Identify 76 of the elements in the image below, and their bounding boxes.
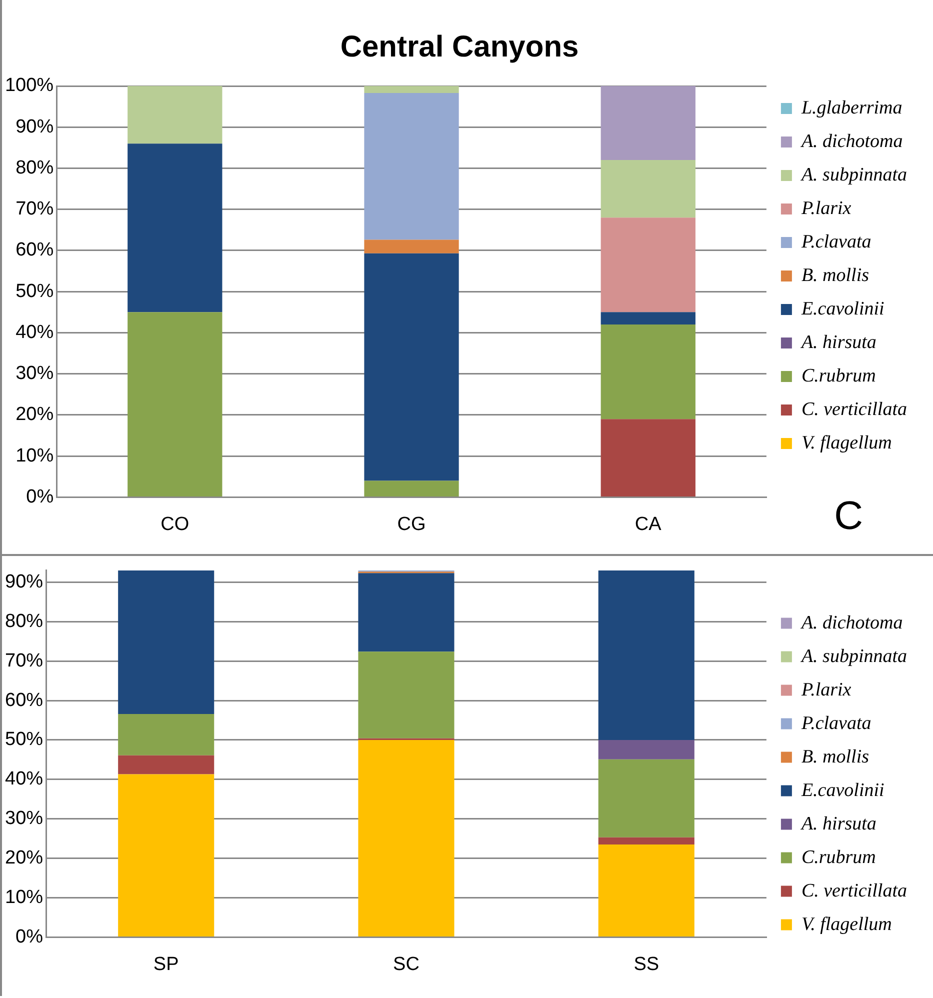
y-tick-label: 100% xyxy=(4,75,54,96)
y-tick-label: 80% xyxy=(4,610,44,632)
y-tick-label: 30% xyxy=(4,808,44,830)
bar xyxy=(364,253,459,481)
bar xyxy=(364,86,459,93)
bar xyxy=(128,144,222,312)
y-tick-label: 30% xyxy=(16,363,54,384)
bar xyxy=(600,324,696,420)
y-tick-label: 80% xyxy=(16,157,54,178)
legend-label: V. flagellum xyxy=(801,432,892,454)
bar xyxy=(358,573,454,652)
y-tick-label: 10% xyxy=(4,886,44,908)
legend-label: V. flagellum xyxy=(801,914,892,935)
bar xyxy=(118,774,214,936)
bar xyxy=(358,740,454,936)
legend-label: B. mollis xyxy=(801,746,870,768)
bar xyxy=(358,652,454,738)
y-tick-label: 70% xyxy=(16,198,54,220)
legend-label: E.cavolinii xyxy=(800,780,884,801)
chart-title: Central Canyons xyxy=(340,30,579,64)
bar xyxy=(118,755,214,774)
legend-label: C.rubrum xyxy=(801,366,876,386)
y-tick-label: 40% xyxy=(4,768,44,790)
bar xyxy=(600,312,696,324)
legend-label: B. mollis xyxy=(801,265,870,286)
bar xyxy=(598,844,694,936)
y-tick-label: 10% xyxy=(16,445,54,466)
bar xyxy=(600,160,696,218)
legend-label: P.larix xyxy=(800,198,852,219)
y-tick-label: 20% xyxy=(4,848,44,869)
y-tick-label: 50% xyxy=(16,280,54,302)
legend-label: A. dichotoma xyxy=(799,131,903,152)
bar xyxy=(364,480,459,496)
bar xyxy=(598,759,694,838)
x-tick-label: CG xyxy=(397,514,426,535)
x-tick-label: SP xyxy=(153,954,179,975)
bar xyxy=(364,240,459,254)
y-tick-label: 0% xyxy=(26,486,54,508)
x-tick-label: SC xyxy=(393,954,420,975)
legend-label: A. subpinnata xyxy=(799,164,908,186)
y-tick-label: 90% xyxy=(4,571,44,592)
y-tick-label: 90% xyxy=(16,116,54,138)
bar xyxy=(600,419,696,496)
legend-label: P.larix xyxy=(800,679,852,700)
legend-label: L.glaberrima xyxy=(800,98,902,118)
bar xyxy=(600,86,696,160)
y-tick-label: 50% xyxy=(4,729,44,750)
legend-label: E.cavolinii xyxy=(800,298,884,320)
bar xyxy=(118,714,214,756)
y-tick-label: 40% xyxy=(16,322,54,343)
legend-label: C. verticillata xyxy=(801,880,907,902)
bar xyxy=(598,570,694,740)
legend-label: C. verticillata xyxy=(801,399,907,420)
legend-label: P.clavata xyxy=(800,232,872,252)
legend-label: A. hirsuta xyxy=(799,813,876,834)
legend-label: A. subpinnata xyxy=(799,646,908,667)
legend-label: A. dichotoma xyxy=(799,612,903,634)
bar xyxy=(128,312,222,496)
bar xyxy=(128,86,222,144)
legend-label: A. hirsuta xyxy=(799,332,876,353)
bar xyxy=(118,570,214,714)
x-tick-label: SS xyxy=(634,954,660,975)
y-tick-label: 0% xyxy=(16,926,44,948)
y-tick-label: 60% xyxy=(16,240,54,261)
text: C xyxy=(834,494,863,538)
legend-label: C.rubrum xyxy=(801,846,876,868)
bar xyxy=(598,740,694,760)
y-tick-label: 60% xyxy=(4,690,44,711)
bar xyxy=(600,218,696,312)
x-tick-label: CA xyxy=(634,514,662,535)
y-tick-label: 70% xyxy=(4,650,44,672)
legend-label: P.clavata xyxy=(800,712,872,734)
bar xyxy=(364,92,459,240)
y-tick-label: 20% xyxy=(16,404,54,426)
bar xyxy=(598,837,694,845)
x-tick-label: CO xyxy=(160,514,190,535)
